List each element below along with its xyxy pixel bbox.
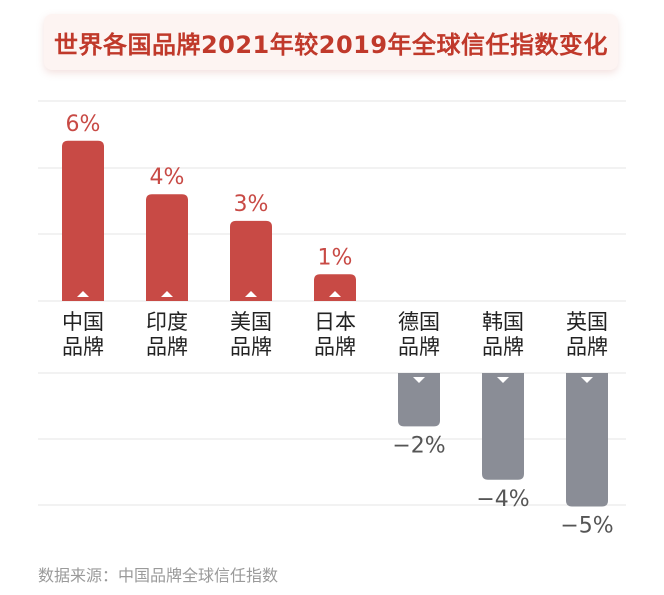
bar: [62, 140, 104, 301]
category-label: 品牌: [314, 335, 356, 359]
category-label: 品牌: [230, 335, 272, 359]
category-label: 韩国: [482, 310, 524, 334]
bar: [146, 194, 188, 301]
value-label: −5%: [560, 514, 613, 539]
up-arrow-icon: [161, 291, 173, 297]
category-label: 中国: [62, 310, 104, 334]
value-label: −4%: [476, 487, 529, 512]
up-arrow-icon: [329, 291, 341, 297]
category-label: 品牌: [398, 335, 440, 359]
bar: [314, 274, 356, 301]
source-note: 数据来源：中国品牌全球信任指数: [38, 566, 279, 585]
category-label: 德国: [398, 310, 440, 334]
category-label: 印度: [146, 310, 188, 334]
category-label: 美国: [230, 310, 272, 334]
down-arrow-icon: [497, 377, 509, 383]
down-arrow-icon: [581, 377, 593, 383]
chart-title-box: 世界各国品牌2021年较2019年全球信任指数变化: [44, 14, 618, 70]
value-label: 6%: [66, 112, 101, 137]
category-label: 品牌: [482, 335, 524, 359]
category-label: 品牌: [566, 335, 608, 359]
down-arrow-icon: [413, 377, 425, 383]
value-label: 3%: [234, 192, 269, 217]
up-arrow-icon: [245, 291, 257, 297]
bar: [230, 220, 272, 301]
bar: [482, 373, 524, 480]
bar: [398, 373, 440, 427]
value-label: 1%: [318, 245, 353, 270]
bar: [566, 373, 608, 507]
category-label: 日本: [314, 310, 356, 334]
category-label: 品牌: [146, 335, 188, 359]
value-label: 4%: [150, 165, 185, 190]
chart-title: 世界各国品牌2021年较2019年全球信任指数变化: [53, 30, 609, 59]
value-label: −2%: [392, 433, 445, 458]
category-label: 品牌: [62, 335, 104, 359]
category-label: 英国: [566, 310, 608, 334]
up-arrow-icon: [77, 291, 89, 297]
